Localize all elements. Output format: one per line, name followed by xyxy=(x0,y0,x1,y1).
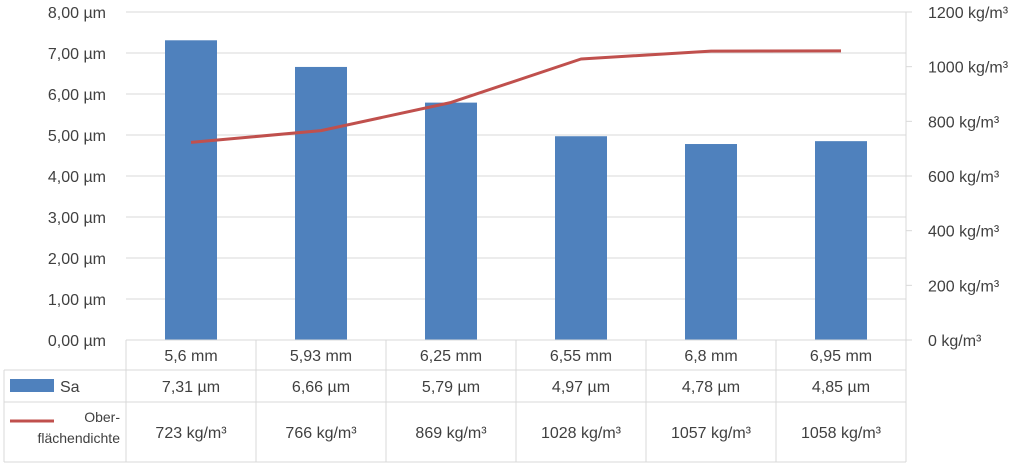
right-axis-tick-label: 600 kg/m³ xyxy=(928,169,1000,186)
left-axis-tick-label: 3,00 µm xyxy=(48,210,106,227)
data-label-bar: 4,78 µm xyxy=(682,379,740,396)
right-axis-tick-label: 200 kg/m³ xyxy=(928,278,1000,295)
category-label: 5,6 mm xyxy=(164,348,217,365)
left-axis-tick-label: 1,00 µm xyxy=(48,292,106,309)
data-label-bar: 4,97 µm xyxy=(552,379,610,396)
category-label: 6,25 mm xyxy=(420,348,482,365)
legend-label-bar: Sa xyxy=(60,379,80,396)
category-label: 5,93 mm xyxy=(290,348,352,365)
legend-key-bar xyxy=(10,379,54,392)
legend-label-line: Ober- xyxy=(84,409,120,425)
data-label-line: 766 kg/m³ xyxy=(285,425,357,442)
right-axis-tick-label: 400 kg/m³ xyxy=(928,224,1000,241)
data-label-line: 1057 kg/m³ xyxy=(671,425,752,442)
line-path xyxy=(190,49,842,144)
data-label-line: 723 kg/m³ xyxy=(155,425,227,442)
left-axis-tick-label: 8,00 µm xyxy=(48,5,106,22)
data-label-bar: 7,31 µm xyxy=(162,379,220,396)
left-axis-tick-label: 7,00 µm xyxy=(48,46,106,63)
right-axis-tick-label: 1000 kg/m³ xyxy=(928,60,1009,77)
bar xyxy=(295,66,347,340)
data-label-bar: 5,79 µm xyxy=(422,379,480,396)
data-label-bar: 4,85 µm xyxy=(812,379,870,396)
right-axis-tick-label: 0 kg/m³ xyxy=(928,333,982,350)
bar xyxy=(425,102,477,340)
left-axis-tick-label: 2,00 µm xyxy=(48,251,106,268)
category-label: 6,55 mm xyxy=(550,348,612,365)
data-label-bar: 6,66 µm xyxy=(292,379,350,396)
left-axis-tick-label: 0,00 µm xyxy=(48,333,106,350)
bar xyxy=(165,40,217,340)
right-axis-tick-label: 800 kg/m³ xyxy=(928,114,1000,131)
right-axis-ticks: 0 kg/m³ 200 kg/m³ 400 kg/m³ 600 kg/m³ 800 kg… xyxy=(905,5,1009,350)
left-axis-tick-label: 4,00 µm xyxy=(48,169,106,186)
data-label-line: 1028 kg/m³ xyxy=(541,425,622,442)
left-axis-tick-label: 5,00 µm xyxy=(48,128,106,145)
left-axis-ticks: 0,00 µm 1,00 µm 2,00 µm 3,00 µm 4,00 µm 5,00 … xyxy=(48,5,106,350)
category-label: 6,95 mm xyxy=(810,348,872,365)
data-label-line: 1058 kg/m³ xyxy=(801,425,882,442)
data-label-line: 869 kg/m³ xyxy=(415,425,487,442)
gridlines xyxy=(126,11,906,300)
bar-series xyxy=(165,40,867,340)
legend-label-line: flächendichte xyxy=(37,430,120,446)
bar xyxy=(555,136,607,340)
bar xyxy=(685,144,737,340)
bar xyxy=(815,141,867,340)
data-table: 5,6 mm 5,93 mm 6,25 mm 6,55 mm 6,8 mm 6,95 mm… xyxy=(3,339,907,463)
right-axis-tick-label: 1200 kg/m³ xyxy=(928,5,1009,22)
line-series xyxy=(190,49,842,144)
category-label: 6,8 mm xyxy=(684,348,737,365)
left-axis-tick-label: 6,00 µm xyxy=(48,87,106,104)
